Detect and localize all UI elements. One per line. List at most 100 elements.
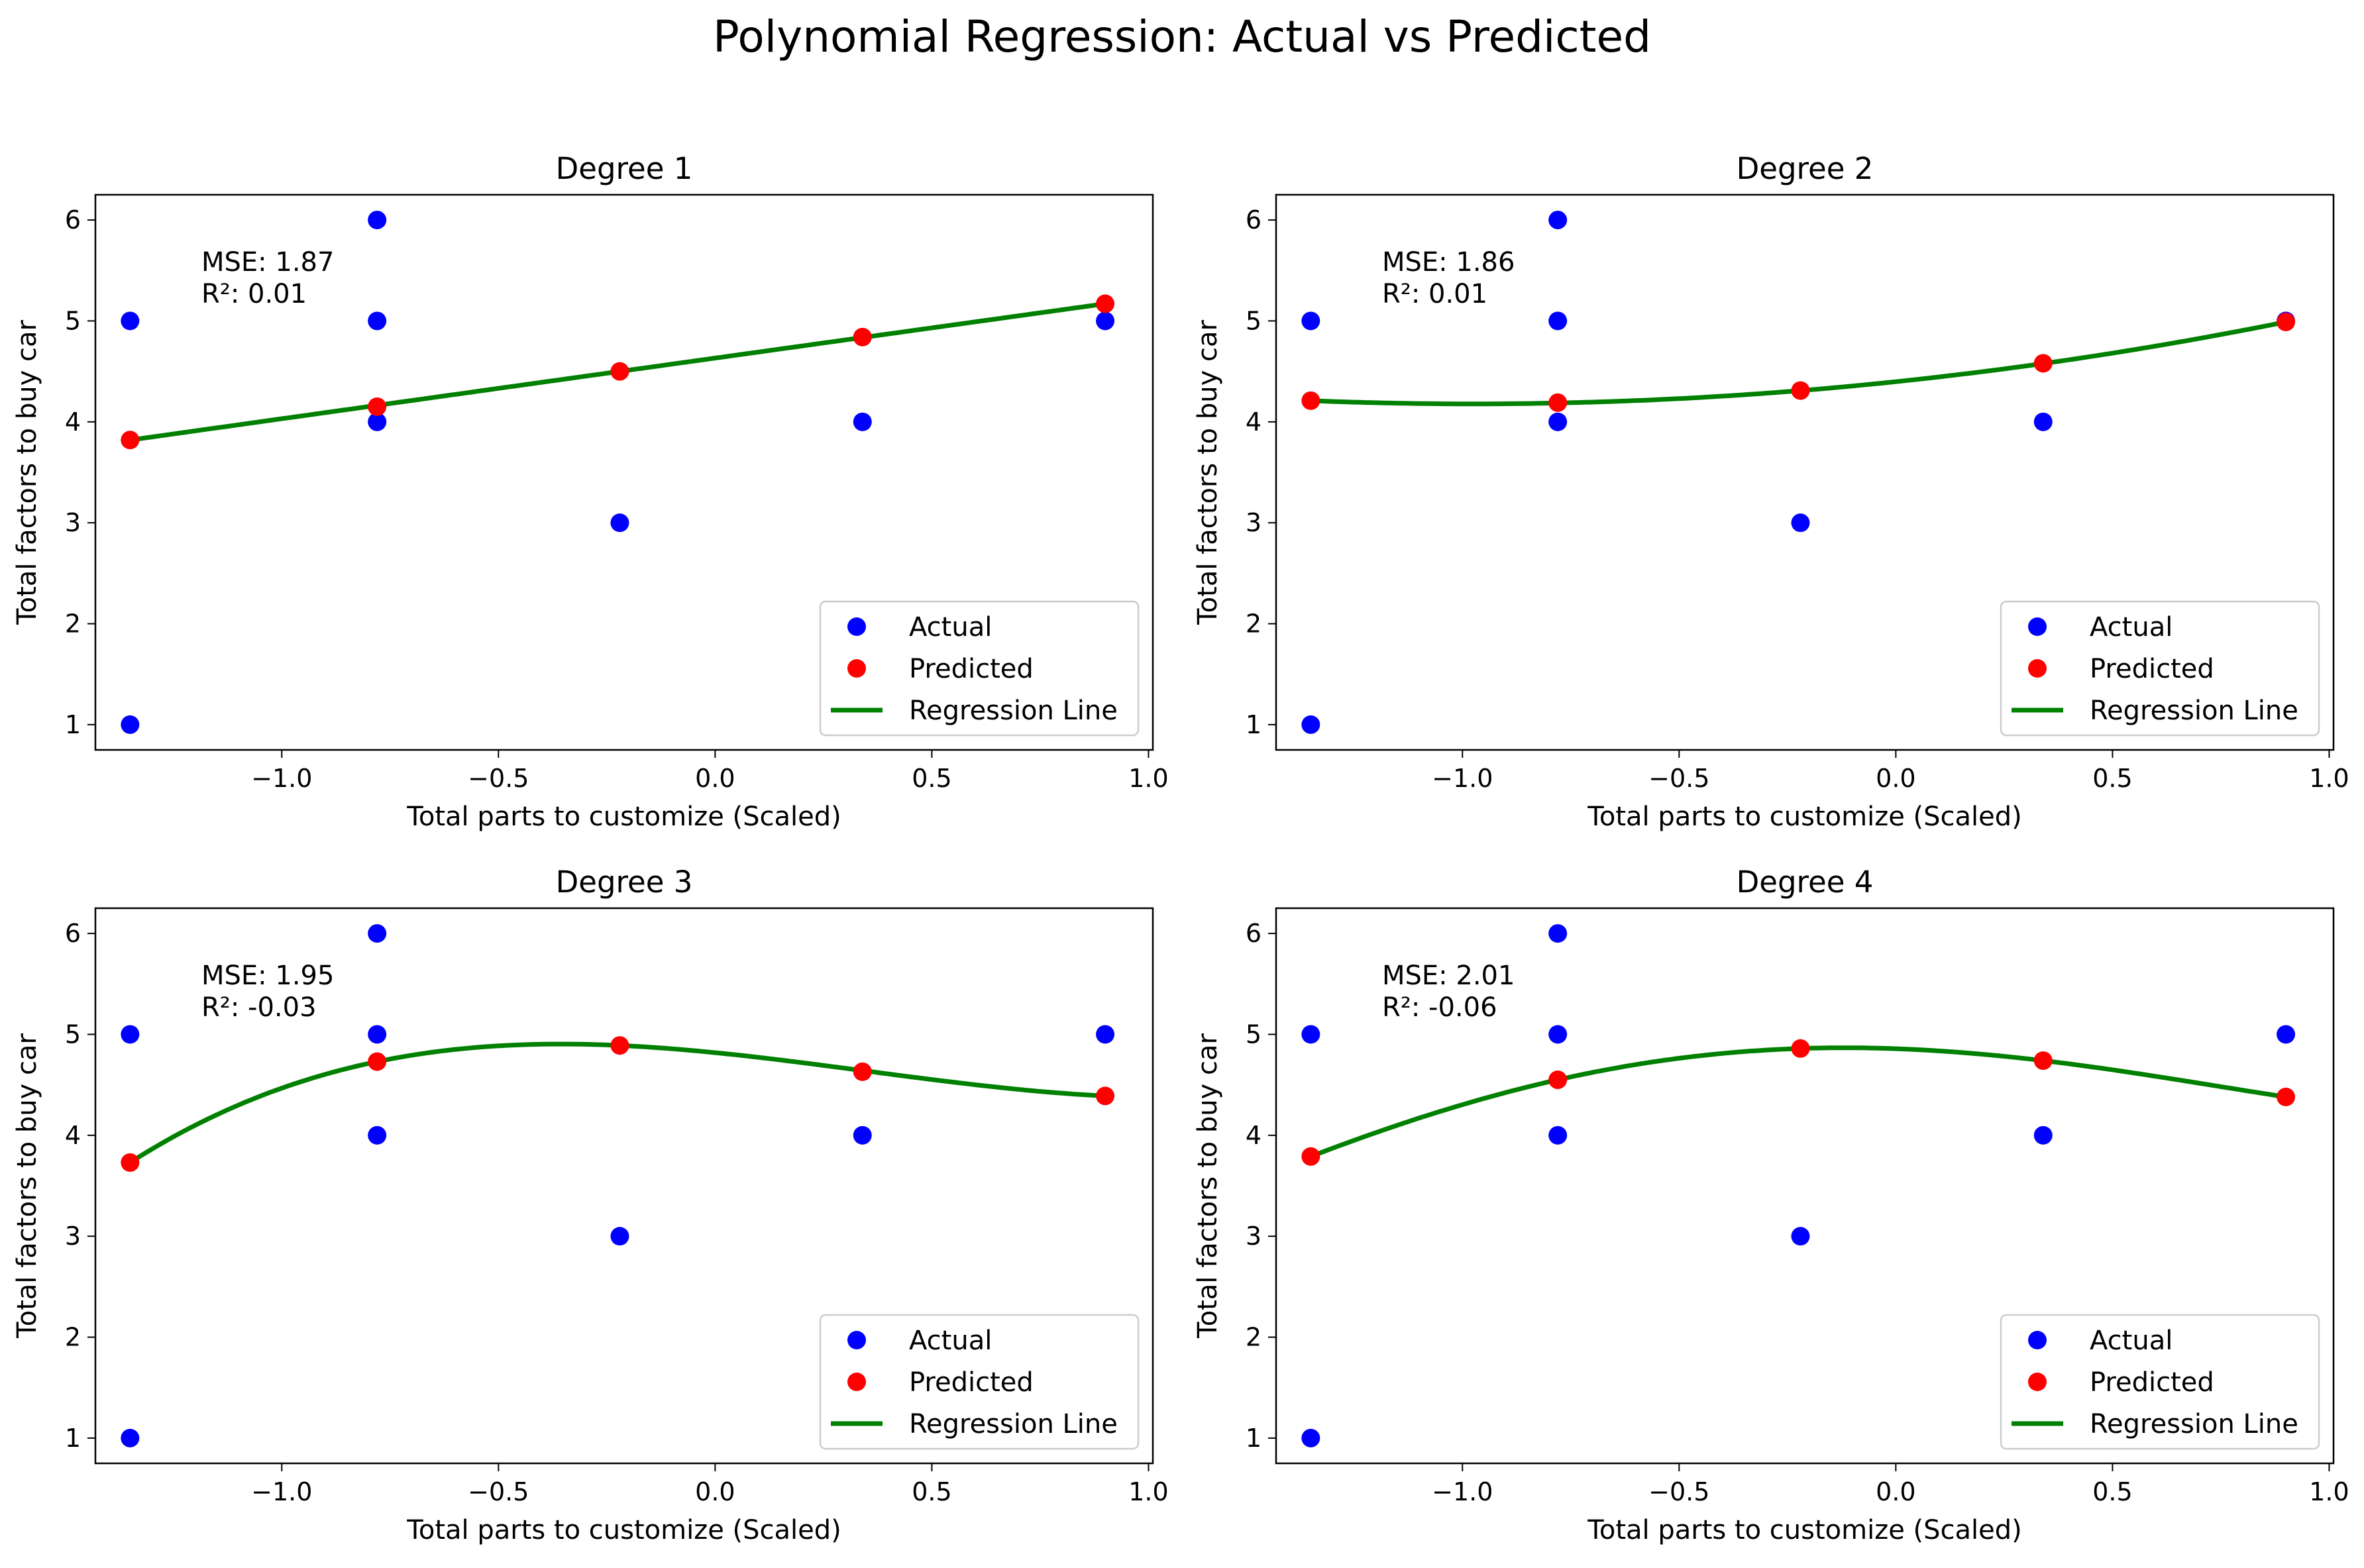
- x-tick-label: −0.5: [1648, 1477, 1709, 1506]
- x-axis-label: Total parts to customize (Scaled): [1587, 802, 2022, 832]
- subplot-title: Degree 3: [556, 864, 693, 900]
- actual-point: [121, 715, 140, 734]
- x-tick-label: −0.5: [468, 764, 529, 793]
- legend-label: Actual: [909, 612, 992, 643]
- y-tick-label: 5: [1246, 306, 1262, 335]
- legend-marker-swatch: [847, 1373, 866, 1391]
- r2-annotation: R²: -0.06: [1382, 992, 1497, 1023]
- y-tick-label: 4: [1246, 1121, 1262, 1150]
- x-axis-label: Total parts to customize (Scaled): [1587, 1515, 2022, 1545]
- legend-actual: Actual: [847, 1326, 992, 1356]
- legend-label: Regression Line: [2090, 1409, 2298, 1439]
- legend-predicted: Predicted: [2028, 654, 2214, 684]
- actual-point: [2277, 1025, 2296, 1044]
- legend-marker-swatch: [2028, 659, 2047, 678]
- y-tick-label: 1: [1246, 1424, 1262, 1453]
- actual-point: [1548, 211, 1568, 230]
- legend: Actual Predicted Regression Line: [819, 600, 1140, 737]
- actual-point: [1096, 311, 1115, 331]
- actual-point: [368, 1025, 387, 1044]
- x-tick-label: 1.0: [1128, 764, 1168, 793]
- predicted-point: [853, 1062, 872, 1081]
- predicted-point: [1791, 381, 1810, 400]
- legend: Actual Predicted Regression Line: [2000, 1314, 2320, 1450]
- y-tick-label: 2: [1246, 1323, 1262, 1352]
- legend-predicted: Predicted: [847, 1367, 1034, 1398]
- x-tick-label: 0.0: [695, 764, 735, 793]
- predicted-point: [2033, 354, 2053, 373]
- legend-regression-line: Regression Line: [2012, 696, 2298, 726]
- actual-point: [1548, 311, 1568, 331]
- legend-label: Actual: [909, 1326, 992, 1356]
- mse-annotation: MSE: 1.87: [201, 247, 334, 278]
- predicted-point: [1791, 1039, 1810, 1058]
- y-tick-label: 6: [65, 205, 81, 235]
- predicted-point: [1301, 391, 1320, 410]
- legend-label: Predicted: [909, 654, 1034, 684]
- y-tick-label: 4: [65, 407, 81, 437]
- actual-point: [368, 1125, 387, 1145]
- actual-point: [1548, 924, 1568, 943]
- predicted-point: [1096, 294, 1115, 313]
- legend-box: [2000, 1314, 2320, 1450]
- actual-point: [1791, 513, 1810, 533]
- axes-frame: [94, 907, 1154, 1465]
- actual-point: [1301, 715, 1320, 734]
- x-tick-label: 0.5: [912, 764, 951, 793]
- x-tick-label: −1.0: [251, 764, 312, 793]
- actual-point: [610, 513, 629, 533]
- y-tick-label: 2: [65, 1323, 81, 1352]
- y-axis-label: Total factors to buy car: [1193, 1033, 1223, 1339]
- actual-point: [1548, 1025, 1568, 1044]
- x-tick-label: 1.0: [2309, 1477, 2349, 1506]
- x-tick-label: 0.0: [1876, 1477, 1915, 1506]
- actual-point: [368, 412, 387, 431]
- x-axis-label: Total parts to customize (Scaled): [406, 1515, 841, 1545]
- y-tick-label: 5: [1246, 1019, 1262, 1049]
- legend-label: Regression Line: [2090, 696, 2298, 726]
- legend-label: Actual: [2090, 1326, 2173, 1356]
- predicted-point: [1548, 393, 1568, 412]
- x-tick-label: 1.0: [1128, 1477, 1168, 1506]
- legend-marker-swatch: [847, 1331, 866, 1349]
- actual-point: [2033, 1125, 2053, 1145]
- actual-point: [368, 311, 387, 331]
- actual-point: [1301, 311, 1320, 331]
- predicted-point: [121, 1153, 140, 1172]
- x-tick-label: −1.0: [1432, 764, 1493, 793]
- actual-point: [853, 1125, 872, 1145]
- y-tick-label: 5: [65, 1019, 81, 1049]
- r2-annotation: R²: 0.01: [201, 279, 307, 309]
- y-tick-label: 6: [65, 919, 81, 948]
- y-tick-label: 1: [65, 710, 81, 739]
- legend-box: [819, 1314, 1140, 1450]
- legend: Actual Predicted Regression Line: [2000, 600, 2320, 737]
- y-tick-label: 4: [1246, 407, 1262, 437]
- legend-marker-swatch: [847, 617, 866, 636]
- axes-frame: [1275, 193, 2335, 751]
- regression-line: [1310, 1045, 2286, 1159]
- legend-label: Predicted: [2090, 654, 2214, 684]
- legend-actual: Actual: [2028, 1326, 2173, 1356]
- subplot-degree-2: Degree 2 −1.0 −0.5 0.0 0.5 1.0 1 2 3 4 5 6 Total par…: [1193, 151, 2349, 832]
- mse-annotation: MSE: 1.86: [1382, 247, 1515, 278]
- x-tick-label: −1.0: [1432, 1477, 1493, 1506]
- legend-label: Regression Line: [909, 696, 1118, 726]
- x-axis-label: Total parts to customize (Scaled): [406, 802, 841, 832]
- actual-point: [368, 924, 387, 943]
- r2-annotation: R²: 0.01: [1382, 279, 1487, 309]
- mse-annotation: MSE: 2.01: [1382, 961, 1515, 991]
- legend-label: Regression Line: [909, 1409, 1118, 1439]
- y-tick-label: 3: [65, 508, 81, 537]
- x-tick-label: 0.5: [912, 1477, 951, 1506]
- predicted-point: [1301, 1147, 1320, 1166]
- subplots-grid: Degree 1 −1.0 −0.5 0.0 0.5 1.0 1 2 3 4 5 6 Total par…: [12, 151, 2349, 1545]
- predicted-point: [368, 397, 387, 416]
- actual-point: [121, 1428, 140, 1447]
- actual-point: [121, 311, 140, 331]
- figure-title: Polynomial Regression: Actual vs Predict…: [713, 11, 1651, 62]
- subplot-degree-4: Degree 4 −1.0 −0.5 0.0 0.5 1.0 1 2 3 4 5 6 Total par…: [1193, 864, 2349, 1545]
- actual-point: [1548, 1125, 1568, 1145]
- y-tick-label: 4: [65, 1121, 81, 1150]
